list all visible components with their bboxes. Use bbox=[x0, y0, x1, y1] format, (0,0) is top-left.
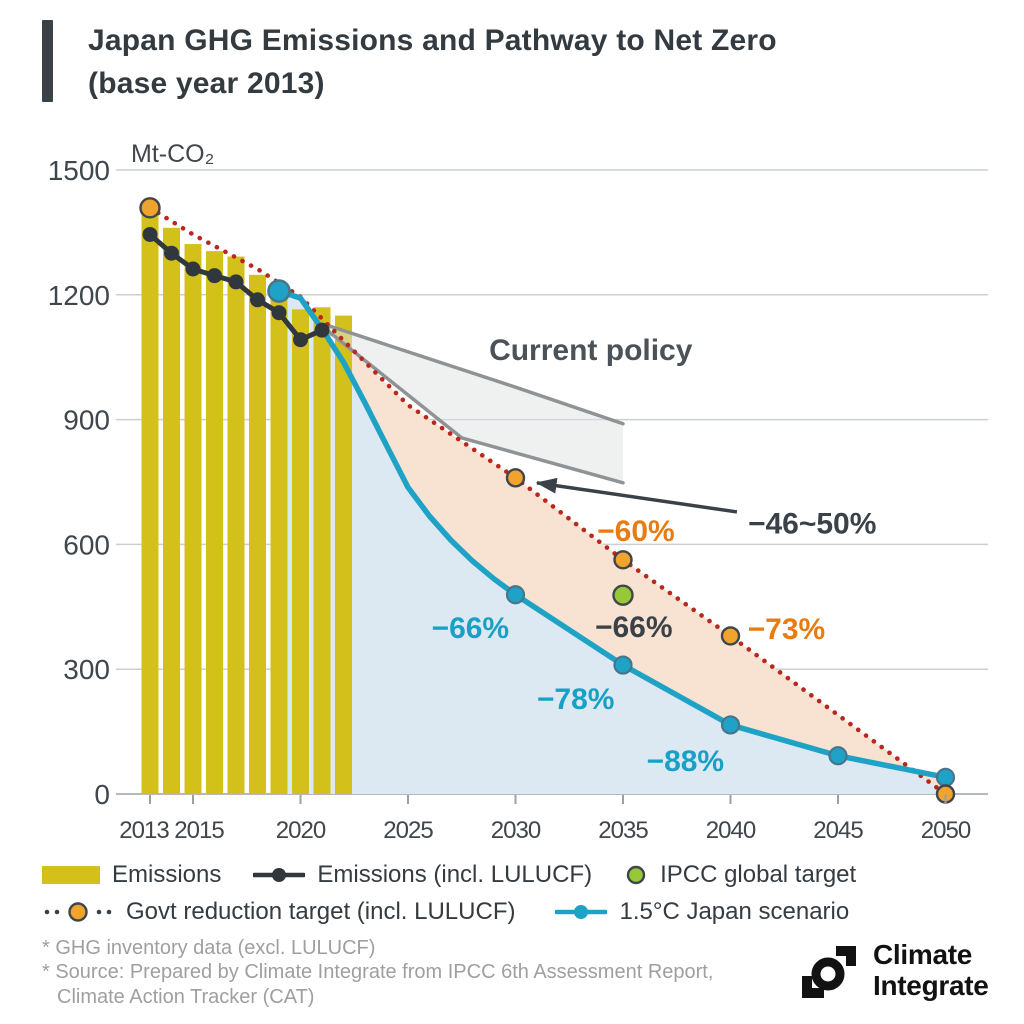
legend-item-govt-reduction-target-incl-lulucf: Govt reduction target (incl. LULUCF) bbox=[42, 898, 515, 926]
x-tick-label-2050: 2050 bbox=[921, 817, 971, 844]
page-title: Japan GHG Emissions and Pathway to Net Z… bbox=[88, 20, 777, 105]
scenario-2030-label: −66% bbox=[432, 612, 510, 645]
legend-item-ipcc-global-target: IPCC global target bbox=[624, 861, 856, 889]
y-tick-label-900: 900 bbox=[63, 405, 110, 436]
footnotes: * GHG inventory data (excl. LULUCF) * So… bbox=[42, 936, 713, 1009]
emissions-lulucf-point-2021 bbox=[314, 322, 330, 338]
emissions-bar-2016 bbox=[206, 251, 223, 794]
emissions-bar-2015 bbox=[184, 244, 202, 795]
footnote-2: * Source: Prepared by Climate Integrate … bbox=[42, 961, 714, 984]
emissions-bar-2017 bbox=[227, 256, 245, 794]
emissions-lulucf-point-2020 bbox=[293, 332, 308, 348]
brand-line1: Climate bbox=[873, 939, 973, 971]
japan-scenario-line bbox=[276, 288, 949, 781]
ipcc-global-target-point bbox=[612, 584, 634, 606]
emissions-lulucf-point-2017 bbox=[228, 274, 244, 290]
y-tick-label-1200: 1200 bbox=[48, 280, 110, 311]
govt-target-dotted-line bbox=[147, 205, 948, 797]
emissions-lulucf-point-2015 bbox=[185, 261, 201, 277]
govt-2030-range-label: −46~50% bbox=[748, 507, 876, 540]
y-tick-label-1500: 1500 bbox=[48, 155, 110, 186]
current-policy-band-fill bbox=[329, 326, 623, 483]
ipcc-2035-label: −66% bbox=[595, 611, 673, 644]
japan-scenario-point-2045 bbox=[828, 746, 848, 766]
govt-target-point-2030 bbox=[505, 468, 526, 488]
japan-scenario-point-2040 bbox=[720, 715, 741, 735]
x-tick-label-2045: 2045 bbox=[813, 817, 863, 844]
y-tick-label-600: 600 bbox=[63, 529, 110, 560]
emissions-bar-2014 bbox=[163, 227, 180, 795]
current-policy-label: Current policy bbox=[489, 334, 693, 367]
scenario-shaded-area bbox=[279, 291, 946, 794]
emissions-bar-2013 bbox=[141, 207, 159, 794]
emissions-bar-2018 bbox=[249, 274, 266, 794]
govt-target-point-2040 bbox=[720, 626, 741, 646]
emissions-lulucf-point-2018 bbox=[250, 292, 265, 308]
legend-label: IPCC global target bbox=[660, 861, 857, 888]
govt-target-point-2035 bbox=[613, 550, 633, 570]
govt-target-point-2013 bbox=[139, 197, 161, 219]
legend-label: 1.5°C Japan scenario bbox=[619, 898, 850, 925]
emissions-bar-2020 bbox=[292, 309, 309, 794]
emissions-lulucf-point-2019 bbox=[271, 305, 287, 321]
legend-line-dot-marker bbox=[253, 868, 306, 882]
emissions-lulucf-point-2013 bbox=[142, 226, 158, 242]
x-tick-label-2040: 2040 bbox=[706, 817, 756, 844]
japan-scenario-point-2030 bbox=[505, 585, 526, 605]
govt-2040-label: −73% bbox=[748, 613, 826, 646]
footnote-3: Climate Action Tracker (CAT) bbox=[57, 985, 315, 1008]
x-tick-label-2035: 2035 bbox=[598, 817, 648, 844]
title-accent-bar bbox=[42, 20, 53, 102]
scenario-2040-label: −88% bbox=[647, 745, 725, 778]
legend-dotted-dot-marker bbox=[44, 902, 112, 922]
brand-logo: Climate Integrate bbox=[798, 939, 989, 1002]
target-range-arrow bbox=[535, 477, 738, 514]
emissions-bar-2019 bbox=[270, 289, 288, 794]
legend-row-1: Emissions Emissions (incl. LULUCF) IPCC gl… bbox=[42, 861, 992, 889]
emissions-bar-2022 bbox=[335, 315, 352, 794]
x-tick-label-2015: 2015 bbox=[174, 817, 224, 844]
x-tick-label-2025: 2025 bbox=[383, 817, 433, 844]
legend-dot-marker bbox=[626, 865, 646, 885]
page-title-line2: (base year 2013) bbox=[88, 66, 325, 100]
chart-header: Japan GHG Emissions and Pathway to Net Z… bbox=[42, 20, 777, 105]
legend-label: Govt reduction target (incl. LULUCF) bbox=[126, 898, 516, 925]
brand-logo-text: Climate Integrate bbox=[873, 939, 989, 1002]
legend-label: Emissions bbox=[112, 861, 222, 888]
japan-scenario-point-2019 bbox=[267, 279, 291, 303]
climate-integrate-logo-icon bbox=[802, 946, 856, 998]
y-tick-label-300: 300 bbox=[63, 654, 110, 685]
emissions-lulucf-point-2016 bbox=[207, 268, 222, 284]
x-tick-label-2013: 2013 bbox=[119, 817, 169, 844]
legend-item-1-5-c-japan-scenario: 1.5°C Japan scenario bbox=[555, 898, 849, 926]
legend-label: Emissions (incl. LULUCF) bbox=[317, 861, 593, 888]
x-tick-label-2020: 2020 bbox=[276, 817, 326, 844]
legend-item-emissions: Emissions bbox=[42, 861, 221, 889]
page-title-line1: Japan GHG Emissions and Pathway to Net Z… bbox=[88, 24, 777, 57]
brand-line2: Integrate bbox=[873, 970, 989, 1001]
legend-line-dot-marker bbox=[555, 905, 608, 919]
footnote-1: * GHG inventory data (excl. LULUCF) bbox=[42, 937, 376, 959]
emissions-lulucf-point-2014 bbox=[164, 245, 179, 261]
chart-legend: Emissions Emissions (incl. LULUCF) IPCC gl… bbox=[42, 861, 992, 935]
japan-scenario-point-2035 bbox=[613, 655, 633, 675]
current-policy-band-top-line bbox=[327, 324, 625, 426]
scenario-2035-label: −78% bbox=[537, 683, 615, 716]
emissions-bar-2021 bbox=[313, 307, 331, 794]
x-tick-label-2030: 2030 bbox=[491, 817, 541, 844]
current-policy-band-bottom-line bbox=[327, 330, 625, 485]
legend-bar-swatch bbox=[42, 866, 100, 884]
y-axis-unit-label: Mt-CO₂ bbox=[131, 140, 214, 168]
japan-scenario-point-2050 bbox=[935, 767, 956, 787]
legend-row-2: Govt reduction target (incl. LULUCF) 1.5°… bbox=[42, 898, 992, 926]
govt-2035-label: −60% bbox=[597, 515, 675, 548]
y-tick-label-0: 0 bbox=[94, 779, 110, 810]
legend-item-emissions-incl-lulucf: Emissions (incl. LULUCF) bbox=[253, 861, 592, 889]
